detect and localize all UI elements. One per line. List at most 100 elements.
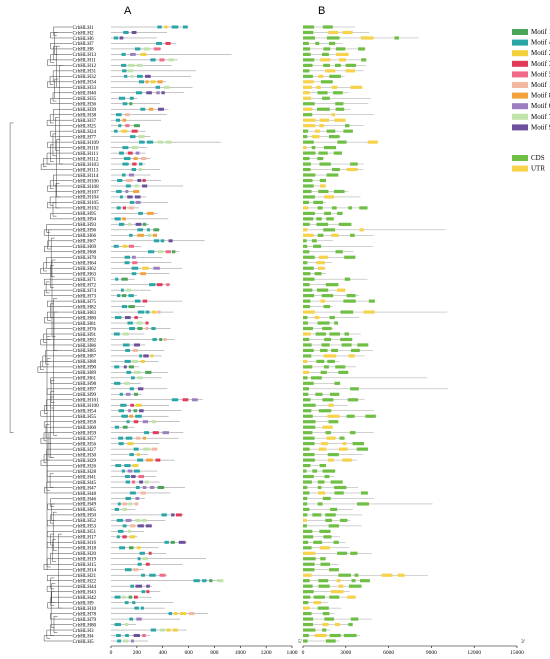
gene-label: CrbHLH25 <box>73 123 97 129</box>
motif-box <box>133 370 141 374</box>
exon-box <box>351 579 356 583</box>
exon-box <box>343 129 353 133</box>
exon-box <box>303 573 312 577</box>
exon-box <box>303 250 310 254</box>
exon-box <box>326 36 340 40</box>
exon-box <box>303 326 313 331</box>
exon-box <box>303 294 315 298</box>
exon-box <box>303 622 313 627</box>
gene-label: CrbHLH82 <box>73 304 97 310</box>
gene-label: CrbHLH44 <box>73 584 97 590</box>
motif-box <box>165 41 171 45</box>
exon-box <box>303 491 310 495</box>
gene-label: CrbHLH61 <box>73 376 97 382</box>
exon-box <box>334 63 341 67</box>
motif-box <box>157 140 163 144</box>
exon-box <box>313 244 322 248</box>
motif-box <box>143 447 150 451</box>
exon-box <box>329 568 339 572</box>
legend-swatch <box>512 82 528 88</box>
motif-box <box>153 228 160 232</box>
exon-box <box>303 601 309 605</box>
exon-box <box>320 80 333 84</box>
legend-entry: Motif 9 <box>531 123 550 131</box>
exon-box <box>303 513 308 517</box>
motif-box <box>122 206 126 210</box>
motif-box <box>217 579 224 583</box>
exon-box <box>317 156 324 161</box>
legend-entry: CDS <box>531 154 545 162</box>
motif-box <box>168 612 173 616</box>
exon-box <box>326 129 336 133</box>
motif-box <box>121 414 128 418</box>
motif-box <box>136 63 143 67</box>
exon-box <box>338 573 351 577</box>
motif-box <box>123 157 131 161</box>
motif-box <box>125 392 131 396</box>
exon-box <box>328 458 335 462</box>
gene-label: CrbHLH103 <box>73 162 100 168</box>
motif-box <box>146 458 153 462</box>
motif-box <box>125 496 131 500</box>
exon-box <box>318 409 332 413</box>
exon-box <box>303 85 313 89</box>
motif-box <box>137 562 142 566</box>
motif-box <box>115 277 119 281</box>
exon-box <box>303 535 314 539</box>
motif-box <box>164 540 169 544</box>
motif-box <box>165 140 172 144</box>
motif-box <box>124 359 131 363</box>
motif-box <box>166 283 170 287</box>
motif-box <box>124 261 130 265</box>
gene-label: CrbHLH5 <box>73 639 94 645</box>
gene-label: CrbHLH58 <box>73 420 97 426</box>
motif-box <box>135 486 140 489</box>
exon-box <box>303 348 314 353</box>
exon-box <box>318 491 326 495</box>
exon-box <box>318 189 329 194</box>
motif-box <box>135 151 140 155</box>
motif-box <box>130 584 134 588</box>
exon-box <box>313 595 325 599</box>
exon-box <box>303 480 312 484</box>
exon-box <box>303 458 315 462</box>
motif-box <box>135 222 142 226</box>
tick-label: 400 <box>159 650 168 656</box>
motif-box <box>125 113 130 117</box>
motif-box <box>114 316 122 320</box>
exon-box <box>303 58 315 62</box>
gene-label: CrbHLH105 <box>73 200 100 206</box>
exon-box <box>324 337 331 342</box>
motif-box <box>129 453 134 457</box>
exon-box <box>343 299 356 303</box>
motif-box <box>145 321 149 325</box>
gene-label: CrbHLH75 <box>73 299 97 305</box>
exon-box <box>329 315 335 320</box>
motif-box <box>135 414 142 418</box>
exon-box <box>324 211 331 215</box>
motif-box <box>114 595 121 599</box>
motif-box <box>113 332 120 336</box>
motif-box <box>121 288 124 292</box>
exon-box <box>317 321 330 325</box>
gene-label: CrbHLH72 <box>73 282 97 288</box>
gene-label: CrbHLH69 <box>73 244 97 250</box>
exon-box <box>303 310 316 314</box>
motif-box <box>129 135 136 139</box>
motif-box <box>150 58 156 62</box>
motif-box <box>120 403 127 407</box>
motif-box <box>122 146 129 150</box>
gene-label: CrbHLH39 <box>73 107 97 113</box>
exon-box <box>341 343 352 347</box>
motif-box <box>143 47 150 51</box>
exon-box <box>331 348 338 353</box>
motif-box <box>121 129 128 133</box>
motif-box <box>142 222 147 226</box>
motif-box <box>116 634 121 638</box>
motif-box <box>115 113 122 117</box>
exon-box <box>328 524 339 528</box>
motif-box <box>202 579 207 583</box>
exon-box <box>323 535 332 539</box>
exon-box <box>325 69 336 73</box>
